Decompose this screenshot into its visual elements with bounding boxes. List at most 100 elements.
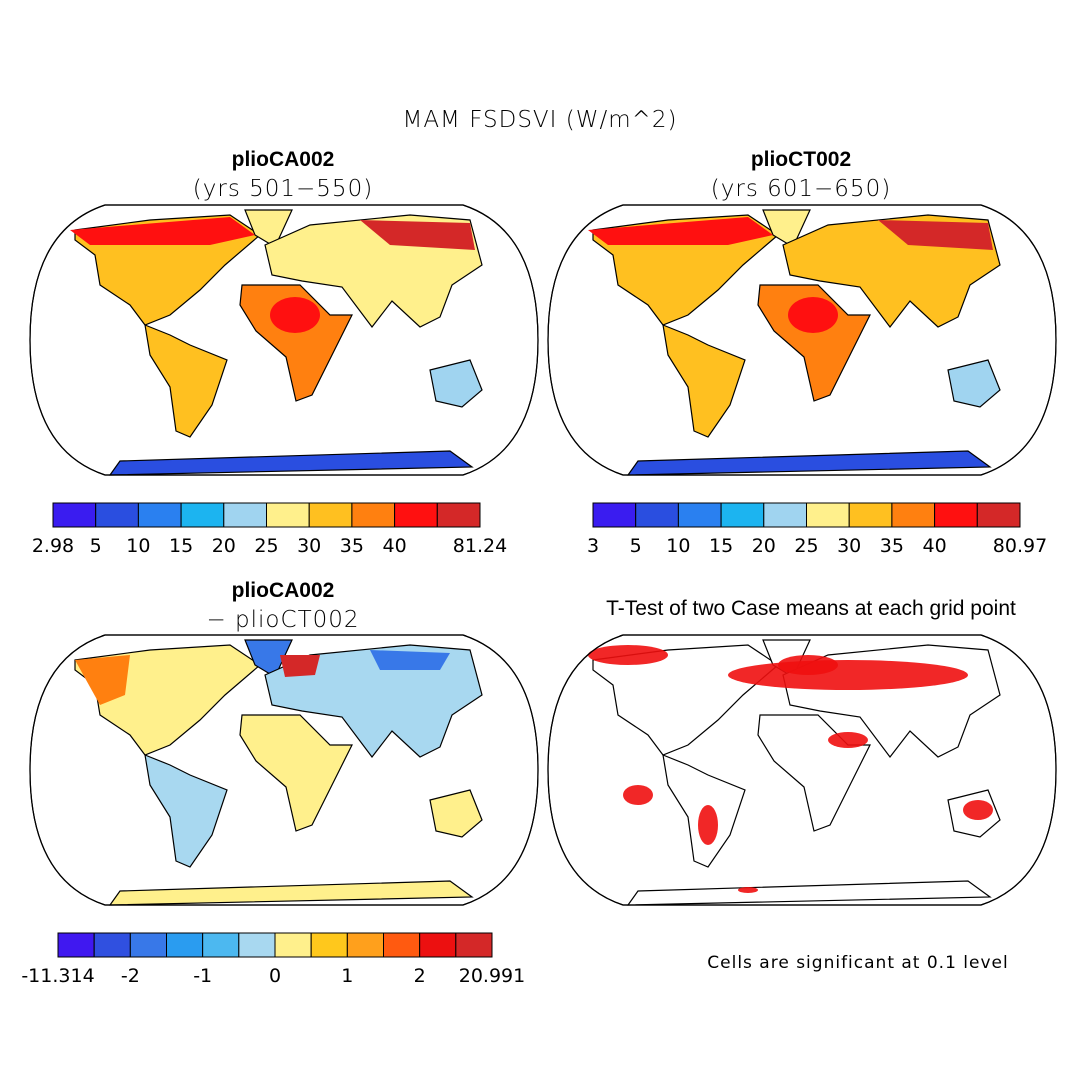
colorbar-swatch [346,932,385,958]
hotspot [70,217,255,245]
colorbar-label: 30 [837,535,861,557]
colorbar-label: 1 [341,965,353,987]
hotspot [75,655,130,705]
colorbar-label: -1 [193,965,212,987]
colorbar-swatch [677,502,722,528]
landmass [429,789,483,838]
colorbar-swatch [202,932,240,958]
colorbar-swatch [455,932,493,958]
colorbar-swatch [310,932,348,958]
colorbar-label: 40 [383,535,407,557]
landmass [662,324,746,438]
colorbar-swatch [274,932,312,958]
colorbar-label: 15 [709,535,733,557]
colorbar-label: -11.314 [21,965,94,987]
panel-title: plioCA002 [232,579,335,602]
colorbar-label: 80.97 [993,535,1047,557]
colorbar-label: 25 [254,535,278,557]
landmass [429,359,483,408]
map [547,204,1057,476]
colorbar-swatch [720,502,765,528]
panel-title: plioCT002 [751,148,851,171]
significant-cells [728,660,968,690]
map [547,634,1057,906]
colorbar-swatch [308,502,353,528]
panel-subtitle: − plioCT002 [206,607,359,633]
landmass [626,450,992,476]
landmass [108,450,474,476]
panel-subtitle: (yrs 501−550) [193,176,373,202]
colorbar-swatch [848,502,893,528]
map [29,204,539,476]
landmass [144,324,228,438]
colorbar-label: 5 [630,535,642,557]
colorbar-swatch [137,502,182,528]
colorbar-swatch [383,932,421,958]
colorbar-swatch [95,502,139,528]
landmass [626,880,992,906]
colorbar-label: 3 [587,535,599,557]
colorbar-swatch [266,502,310,528]
colorbar-swatch [419,932,457,958]
hotspot [588,217,773,245]
colorbar-swatch [129,932,167,958]
landmass [757,284,871,402]
colorbar-label: 15 [169,535,193,557]
colorbar-label: 40 [923,535,947,557]
colorbar-swatch [238,932,276,958]
colorbar-label: 10 [126,535,150,557]
colorbar-swatch [394,502,438,528]
landmass [239,284,353,402]
panel-subtitle: (yrs 601−650) [711,176,891,202]
colorbar-swatch [891,502,936,528]
colorbar-swatch [166,932,204,958]
colorbar-swatch [93,932,131,958]
hotspot [270,297,320,333]
significant-cells [588,645,668,665]
colorbar-swatch [351,502,396,528]
significant-cells [623,785,653,805]
map-frame [29,204,539,476]
colorbar-label: 35 [340,535,364,557]
map-frame [547,204,1057,476]
hotspot [370,650,450,670]
colorbar-swatch [436,502,481,528]
colorbar-label: 2.98 [32,535,74,557]
landmass [239,714,353,832]
significant-cells [698,805,718,845]
hotspot [878,220,993,250]
map [29,634,539,906]
colorbar-label: 0 [269,965,281,987]
colorbar-swatch [180,502,225,528]
colorbar-swatch [934,502,978,528]
colorbar-swatch [976,502,1021,528]
significant-cells [738,887,758,893]
colorbar-label: -2 [121,965,140,987]
colorbar-label: 20 [212,535,236,557]
colorbar-label: 10 [666,535,690,557]
hotspot [788,297,838,333]
colorbar-label: 5 [90,535,102,557]
panel-title: plioCA002 [232,148,335,171]
map-frame [547,634,1057,906]
significant-cells [963,800,993,820]
colorbar-label: 20.991 [459,965,525,987]
colorbar-label: 30 [297,535,321,557]
panel-title: T-Test of two Case means at each grid po… [606,597,1016,620]
landmass [144,754,228,868]
colorbar-label: 25 [794,535,818,557]
colorbar-swatch [57,932,95,958]
landmass [264,644,483,758]
map-frame [29,634,539,906]
landmass [947,359,1001,408]
colorbar-swatch [635,502,679,528]
figure-title: MAM FSDSVI (W/m^2) [402,107,677,133]
significant-cells [828,732,868,748]
colorbar-swatch [592,502,637,528]
hotspot [280,655,320,677]
colorbar-swatch [763,502,807,528]
colorbar-swatch [52,502,97,528]
colorbar-label: 35 [880,535,904,557]
colorbar-label: 2 [414,965,426,987]
